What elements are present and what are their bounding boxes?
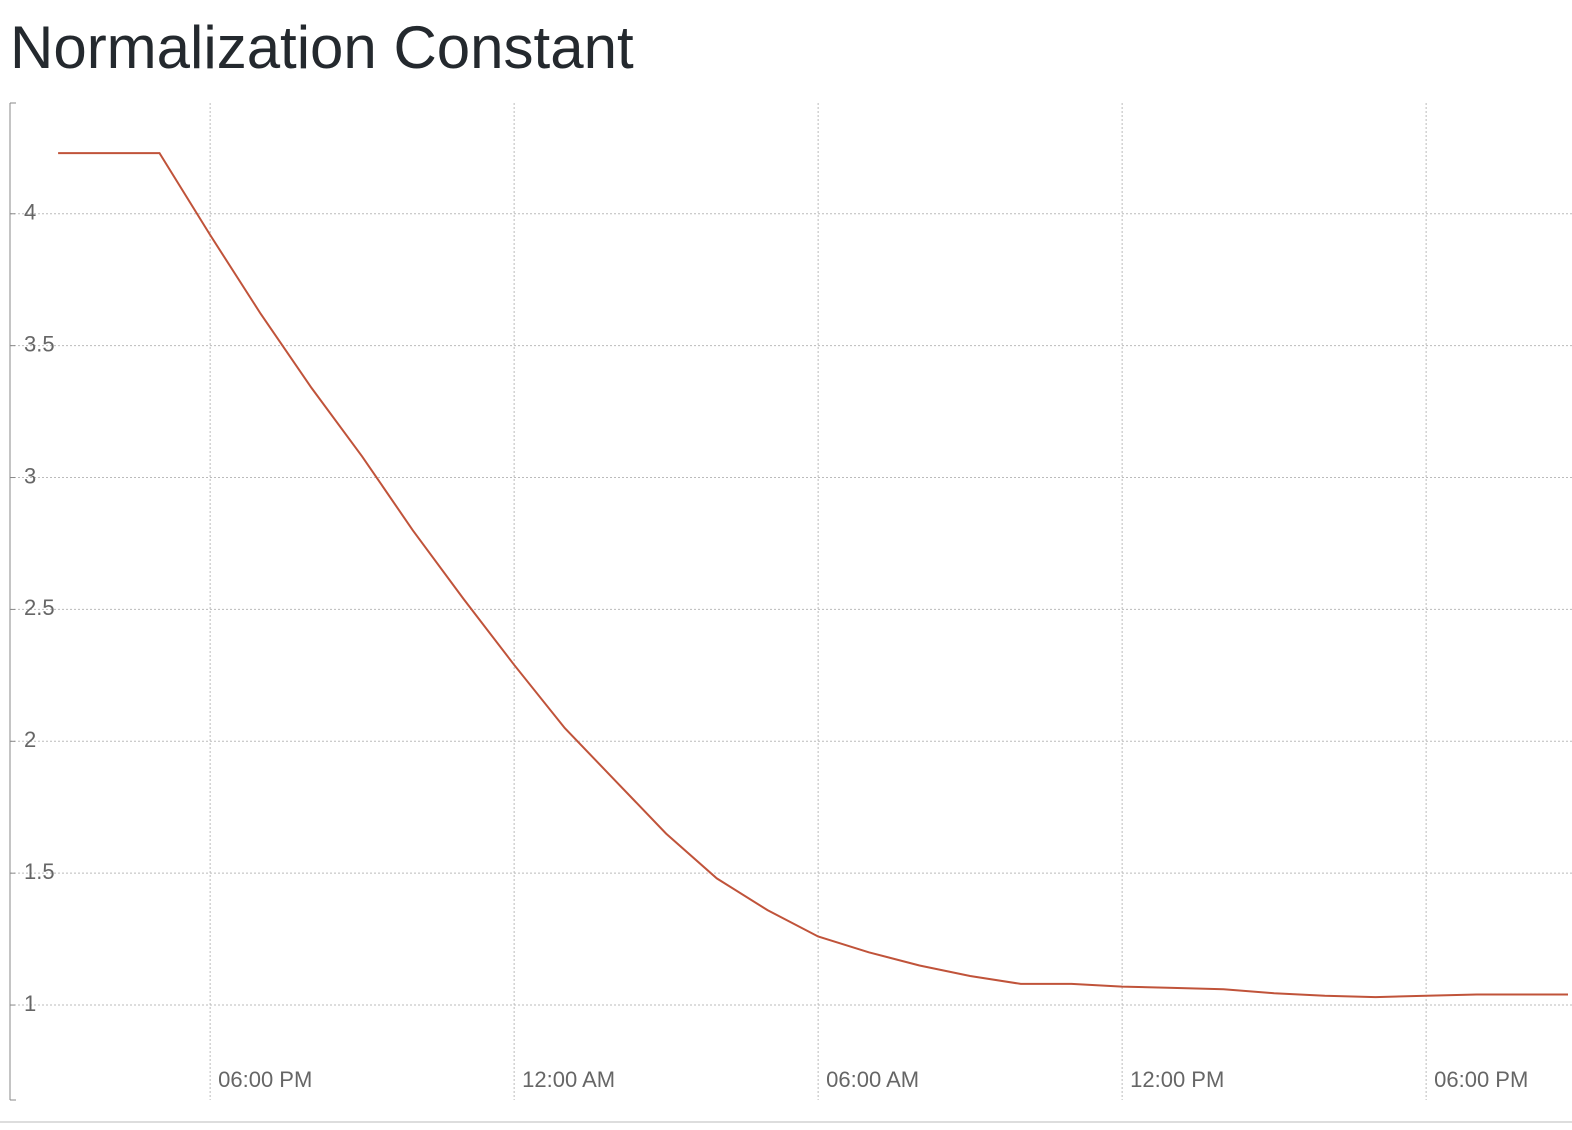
y-tick-label: 1 xyxy=(24,991,36,1016)
y-tick-label: 2 xyxy=(24,727,36,752)
chart-title: Normalization Constant xyxy=(10,14,634,81)
x-tick-label: 12:00 AM xyxy=(522,1067,615,1092)
y-tick-label: 2.5 xyxy=(24,595,55,620)
y-tick-label: 3 xyxy=(24,463,36,488)
x-tick-label: 06:00 PM xyxy=(218,1067,312,1092)
y-tick-label: 4 xyxy=(24,200,36,225)
y-tick-label: 1.5 xyxy=(24,859,55,884)
x-tick-label: 06:00 PM xyxy=(1434,1067,1528,1092)
x-tick-label: 12:00 PM xyxy=(1130,1067,1224,1092)
y-tick-label: 3.5 xyxy=(24,331,55,356)
series-line xyxy=(58,152,1568,999)
x-tick-label: 06:00 AM xyxy=(826,1067,919,1092)
